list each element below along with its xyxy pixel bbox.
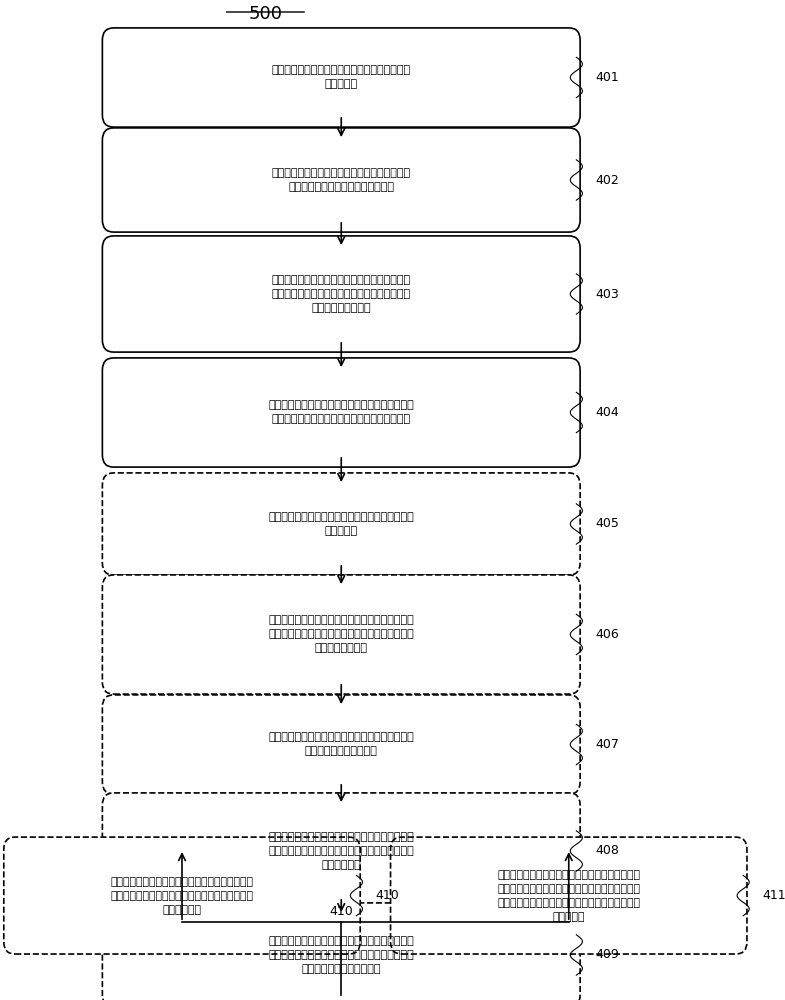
- Text: 计算聚类结果中属于同一分类的多个人脸特征中的
一个或多个的平均人脸特征，将平均人脸特征与档
案库中的人脸特征进行匹配: 计算聚类结果中属于同一分类的多个人脸特征中的 一个或多个的平均人脸特征，将平均人…: [268, 936, 414, 974]
- Text: 408: 408: [595, 844, 619, 857]
- Text: 411: 411: [762, 889, 785, 902]
- FancyBboxPatch shape: [4, 837, 360, 954]
- Text: 500: 500: [248, 5, 283, 23]
- Text: 基于聚类得到的结果针对至少一个人脸建立初始人
脸关系矩阵: 基于聚类得到的结果针对至少一个人脸建立初始人 脸关系矩阵: [268, 512, 414, 536]
- FancyBboxPatch shape: [102, 28, 580, 127]
- FancyBboxPatch shape: [102, 903, 580, 1000]
- FancyBboxPatch shape: [102, 473, 580, 575]
- Text: 401: 401: [595, 71, 619, 84]
- Text: 结合并查集算法，基于经修正的人脸关系矩阵得到
多个人脸特征的聚类结果: 结合并查集算法，基于经修正的人脸关系矩阵得到 多个人脸特征的聚类结果: [268, 732, 414, 756]
- Text: 402: 402: [595, 174, 619, 186]
- Text: 410: 410: [330, 905, 353, 918]
- FancyBboxPatch shape: [102, 793, 580, 909]
- Text: 响应于平均人脸特征与档案库中的人脸特征相匹配
，将平均人脸特征所对应的身份与档案库中的相应
身份进行合并: 响应于平均人脸特征与档案库中的人脸特征相匹配 ，将平均人脸特征所对应的身份与档案…: [111, 877, 254, 915]
- FancyBboxPatch shape: [102, 236, 580, 352]
- Text: 405: 405: [595, 517, 619, 530]
- Text: 响应于两个人脸特征的联合概率达到第一阈值，确
定两个人脸特征指向同一身份并将它们进行聚类: 响应于两个人脸特征的联合概率达到第一阈值，确 定两个人脸特征指向同一身份并将它们…: [268, 400, 414, 424]
- Text: 407: 407: [595, 738, 619, 751]
- Text: 确定人脸特征中任意两个人脸特征的相似度和两
个人脸特征对应的时空信息的匹配度: 确定人脸特征中任意两个人脸特征的相似度和两 个人脸特征对应的时空信息的匹配度: [272, 168, 411, 192]
- Text: 响应于平均人脸特征不与档案库中的人脸特征相匹
配，在档案库中创建新身份，和在档案库中与新身
份相关联地存储与平均人脸特征相对应的一个或多
个人脸特征: 响应于平均人脸特征不与档案库中的人脸特征相匹 配，在档案库中创建新身份，和在档案…: [497, 870, 641, 922]
- Text: 403: 403: [595, 288, 619, 300]
- Text: 获取档案库，档案库包括预先存储的一个或多个身
份和与一个或多个身份中的每一个相对应的一个或
多个人脸特征: 获取档案库，档案库包括预先存储的一个或多个身 份和与一个或多个身份中的每一个相对…: [268, 832, 414, 870]
- FancyBboxPatch shape: [391, 837, 747, 954]
- FancyBboxPatch shape: [102, 575, 580, 694]
- FancyBboxPatch shape: [102, 128, 580, 232]
- FancyBboxPatch shape: [102, 695, 580, 794]
- Text: 基于两个人脸特征的相似度以及两个人脸特征对
应的时空信息的匹配度，确定两个人脸特征指向
相同身份的联合概率: 基于两个人脸特征的相似度以及两个人脸特征对 应的时空信息的匹配度，确定两个人脸特…: [272, 275, 411, 313]
- Text: 409: 409: [595, 948, 619, 962]
- FancyBboxPatch shape: [102, 358, 580, 467]
- Text: 410: 410: [375, 889, 399, 902]
- Text: 基于人脸关系势能函数对初始人脸关系矩阵中的任
意两个人脸特征对应的元素值进行修正，得到经修
正的人脸关系矩阵: 基于人脸关系势能函数对初始人脸关系矩阵中的任 意两个人脸特征对应的元素值进行修正…: [268, 615, 414, 654]
- Text: 406: 406: [595, 628, 619, 641]
- Text: 404: 404: [595, 406, 619, 419]
- Text: 获取至少一个人脸的人脸特征以及人脸特征对应
的时空信息: 获取至少一个人脸的人脸特征以及人脸特征对应 的时空信息: [272, 66, 411, 90]
